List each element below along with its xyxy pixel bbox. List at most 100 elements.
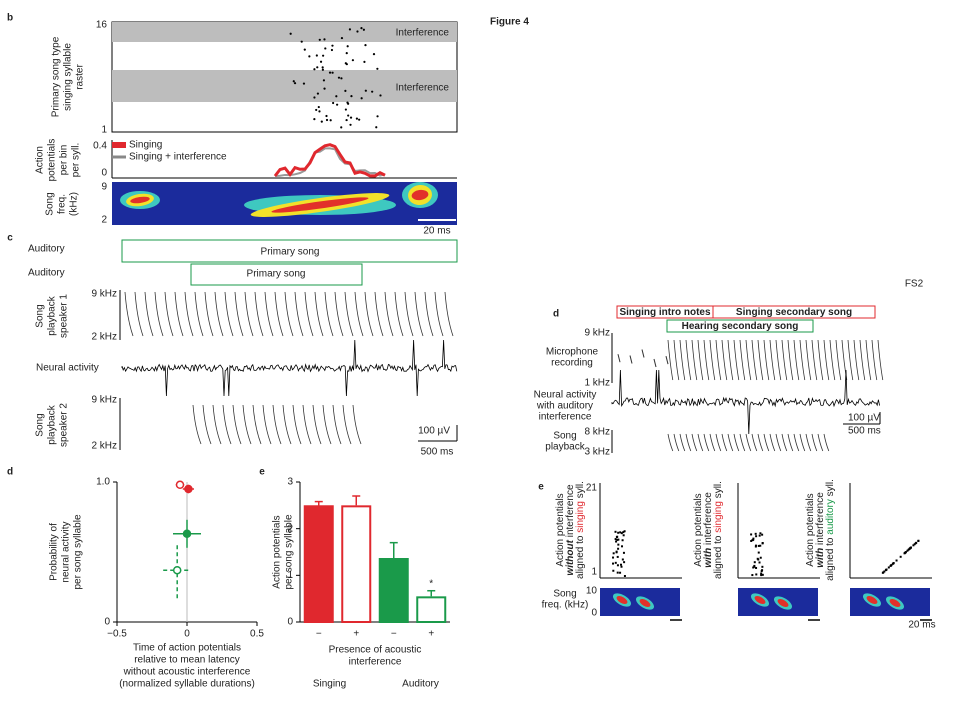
raster-dot (752, 537, 755, 540)
raster-dot (322, 79, 326, 82)
raster-dot (895, 559, 898, 562)
raster-dot (881, 571, 884, 574)
axis-title: freq. (57, 194, 68, 214)
row-label: Neural activity (36, 363, 99, 374)
axis-title: Primary song type (51, 36, 62, 117)
raster-dot (322, 54, 325, 57)
y-tick-label: 0 (104, 617, 110, 628)
x-tick-label: 0.5 (250, 629, 264, 640)
label: 1 (591, 567, 597, 578)
raster-dot (612, 562, 615, 565)
label-part: aligned to (713, 533, 724, 579)
raster-dot (758, 561, 761, 564)
raster-dot (758, 534, 761, 537)
raster-dot (750, 533, 753, 536)
raster-dot (615, 551, 618, 554)
axis-title: neural activity (61, 521, 72, 582)
raster-dot (329, 119, 332, 122)
x-tick-label: −0.5 (107, 629, 127, 640)
raster-dot (915, 541, 918, 544)
panel-label: b (7, 13, 13, 24)
label-part: Action potentials (555, 493, 566, 566)
axis-title: without interference (565, 484, 576, 576)
axis-title: Song (553, 589, 576, 600)
raster-dot (884, 569, 887, 572)
raster-dot (755, 535, 758, 538)
raster-dot (356, 30, 359, 33)
raster-dot (617, 547, 620, 550)
label-part: interference (815, 492, 826, 548)
axis-title: Time of action potentials (133, 643, 241, 654)
box-label: Singing intro notes (619, 307, 711, 318)
axis-title: Probability of (49, 523, 60, 581)
label-part: aligned to (575, 533, 586, 579)
raster-dot (755, 573, 758, 576)
condition-label: Auditory (28, 268, 65, 279)
legend-label: Singing (129, 140, 162, 151)
panel-label: e (538, 482, 544, 493)
axis-title: raster (75, 64, 86, 90)
row-label: with auditory (536, 401, 593, 412)
legend-label: Singing + interference (129, 152, 227, 163)
raster-dot (909, 546, 912, 549)
axis-title: without acoustic interference (123, 667, 251, 678)
label-part: syll. (825, 479, 836, 499)
raster-dot (623, 530, 626, 533)
raster-dot (759, 532, 762, 535)
raster-dot (349, 116, 353, 119)
box-label: Primary song (261, 247, 320, 258)
spec-blob (411, 189, 429, 201)
row-label: Microphone (546, 347, 599, 358)
raster-dot (619, 531, 622, 534)
scale-label: 500 ms (848, 426, 881, 437)
axis-title: Action potentials (272, 515, 283, 588)
axis-title: Action potentials (555, 493, 566, 566)
raster-dot (328, 71, 332, 74)
axis-title: Action (35, 146, 46, 174)
row-label: Neural activity (534, 390, 597, 401)
spec-blob (639, 599, 651, 607)
raster-dot (376, 67, 379, 70)
raster-dot (612, 556, 615, 559)
x-tick-label: − (391, 629, 397, 640)
axis-title: with interference (703, 492, 714, 568)
axis-title: relative to mean latency (134, 655, 240, 666)
raster-dot (883, 570, 886, 573)
axis-title: aligned to auditory syll. (825, 479, 836, 581)
raster-dot (761, 542, 764, 545)
interference-band (112, 22, 457, 42)
raster-dot (324, 47, 327, 50)
spec-blob (866, 596, 878, 604)
raster-dot (345, 118, 348, 122)
label-part: syll. (713, 481, 724, 501)
intro-note (617, 354, 621, 363)
neural-trace (611, 369, 880, 435)
raster-dot (621, 539, 624, 542)
raster-dot (616, 571, 619, 574)
axis-title: singing syllable (63, 43, 74, 111)
raster-dot (612, 552, 615, 555)
raster-dot (300, 40, 303, 43)
label: 10 (586, 586, 598, 597)
epoch-box (666, 319, 814, 333)
axis-title: playback (47, 295, 58, 335)
raster-dot (320, 120, 323, 123)
scale-label: 100 µV (848, 413, 880, 424)
raster-dot (755, 566, 758, 569)
raster-dot (623, 561, 626, 564)
label: 2 kHz (91, 332, 117, 343)
box-label: Primary song (247, 269, 306, 280)
raster-dot (622, 531, 625, 534)
raster-dot (323, 87, 326, 90)
raster-dot (358, 118, 361, 121)
raster-dot (372, 52, 376, 56)
epoch-box (712, 305, 876, 319)
raster-dot (753, 561, 756, 564)
raster-dot (761, 533, 764, 536)
raster-dot (614, 538, 617, 541)
raster-dot (323, 38, 326, 41)
raster-dot (360, 97, 363, 100)
spec-blob (616, 596, 628, 604)
raster-dot (330, 48, 334, 52)
raster-dot (364, 43, 367, 47)
